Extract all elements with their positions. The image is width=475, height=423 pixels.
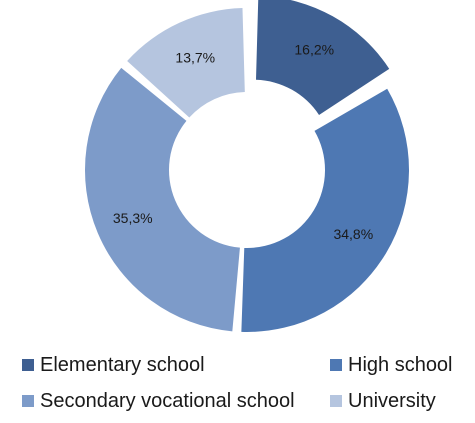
legend-swatch-high-school: [330, 359, 342, 371]
legend-swatch-secondary-vocational-school: [22, 395, 34, 407]
data-labels-layer: 16,2% 34,8% 35,3% 13,7%: [113, 41, 373, 241]
legend: Elementary school High school Secondary vo…: [22, 354, 453, 412]
legend-swatch-elementary-school: [22, 359, 34, 371]
slices-layer: [84, 0, 409, 332]
legend-item-high-school: High school: [330, 354, 453, 376]
slice-secondary-vocational-school: [84, 67, 240, 332]
slice-elementary-school: [256, 0, 390, 115]
legend-swatch-university: [330, 395, 342, 407]
data-label-elementary-school: 16,2%: [294, 41, 334, 57]
legend-item-secondary-vocational-school: Secondary vocational school: [22, 390, 295, 412]
legend-label-university: University: [348, 390, 436, 412]
data-label-secondary-vocational-school: 35,3%: [113, 210, 153, 226]
legend-label-high-school: High school: [348, 354, 453, 376]
slice-university: [127, 8, 245, 118]
legend-label-elementary-school: Elementary school: [40, 354, 205, 376]
legend-item-elementary-school: Elementary school: [22, 354, 205, 376]
data-label-high-school: 34,8%: [333, 226, 373, 242]
slice-high-school: [241, 88, 409, 332]
legend-item-university: University: [330, 390, 436, 412]
legend-label-secondary-vocational-school: Secondary vocational school: [40, 390, 295, 412]
data-label-university: 13,7%: [175, 49, 215, 65]
